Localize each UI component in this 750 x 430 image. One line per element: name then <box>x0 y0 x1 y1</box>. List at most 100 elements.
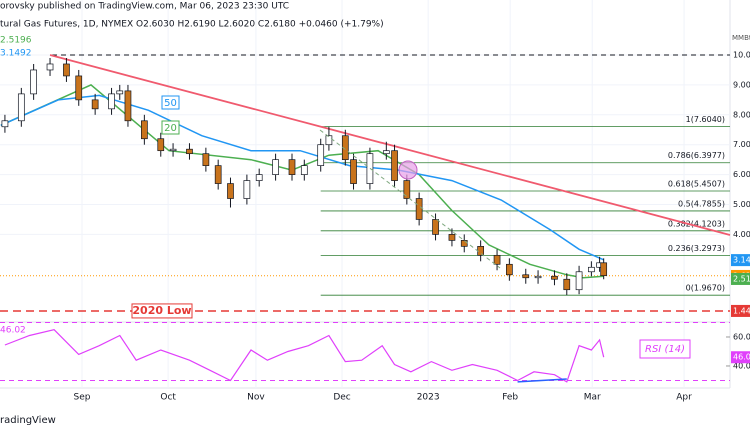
rsi-price-tag <box>731 351 750 364</box>
candle-body <box>186 148 193 155</box>
x-tick-label: Feb <box>502 393 518 403</box>
candle-body <box>448 234 456 241</box>
fib-label: 0.382(4.1203) <box>668 219 725 228</box>
ma50-label: 50 <box>164 98 177 109</box>
candle-body <box>391 150 398 181</box>
ma50-value: 3.1492 <box>0 49 32 59</box>
fib-label: 0.618(5.4507) <box>668 180 725 189</box>
candle-body <box>460 240 468 247</box>
price-tag-label: 1.44 <box>733 306 750 315</box>
rsi-tick-label: 40.00 <box>733 361 750 370</box>
x-tick-label: Sep <box>74 393 91 403</box>
moving-average <box>0 84 604 279</box>
rsi-value: 46.02 <box>0 326 26 336</box>
layer: Sep Oct Nov Dec 2023 Feb Mar Apr 10.00 9.00 8.00 7.… <box>0 0 750 403</box>
candle-body <box>350 159 357 184</box>
candle-body <box>382 150 390 155</box>
x-tick-label: Apr <box>676 393 692 403</box>
candle-body <box>551 275 558 280</box>
candle-body <box>124 90 132 122</box>
rsi-line <box>4 329 605 383</box>
x-tick-label: Dec <box>333 393 350 403</box>
candle-body <box>46 63 54 71</box>
candle-body <box>63 63 70 77</box>
fib-label: 0.786(6.3977) <box>668 151 725 160</box>
support-label: 2020 Low <box>132 304 191 317</box>
header-line: orovsky published on TradingView.com, Ma… <box>0 2 289 12</box>
candle-body <box>534 275 542 279</box>
watermark: radingView <box>0 415 56 426</box>
candle-body <box>169 148 177 152</box>
unit: MMBtu <box>732 34 750 42</box>
y-tick-label: 6.00 <box>733 170 750 179</box>
candle-body <box>415 198 423 220</box>
candle-body <box>243 180 251 199</box>
candle-body <box>227 183 234 199</box>
moving-average <box>0 94 604 261</box>
price-tag <box>731 304 750 317</box>
price-axis <box>730 0 750 388</box>
header-line: tural Gas Futures, 1D, NYMEX O2.6030 H2.… <box>0 20 384 30</box>
candle-body <box>563 278 571 291</box>
rsi-tick-label: 60.00 <box>733 332 750 341</box>
fib-label: 0.236(3.2973) <box>668 244 725 253</box>
trendline <box>49 54 731 236</box>
y-tick-label: 4.00 <box>733 230 750 239</box>
price-tag <box>731 272 750 285</box>
ma20-value: 2.5196 <box>0 36 32 46</box>
candle-body <box>30 69 37 95</box>
x-tick-label: 2023 <box>417 393 440 403</box>
support-tag <box>131 303 193 319</box>
fib-label: 0(1.9670) <box>686 284 725 293</box>
crossover-marker <box>398 160 418 180</box>
fib-label: 0.5(4.7855) <box>678 199 725 208</box>
candle-body <box>1 120 9 128</box>
candle-body <box>116 90 124 95</box>
candle-body <box>317 144 325 166</box>
candle-body <box>506 263 513 276</box>
candle-body <box>432 219 439 235</box>
ma50-tag <box>161 95 180 110</box>
candle-body <box>75 75 83 101</box>
rsi-price-label: 46.02 <box>733 353 750 362</box>
fib-label: 1(7.6040) <box>686 115 725 124</box>
candle-body <box>575 271 583 291</box>
y-tick-label: 9.00 <box>733 80 750 89</box>
candle-body <box>108 93 115 110</box>
y-tick-label: 10.00 <box>733 51 750 60</box>
candle-body <box>17 93 25 122</box>
y-tick-label: 7.00 <box>733 140 750 149</box>
x-tick-label: Mar <box>584 393 601 403</box>
y-tick-label: 5.00 <box>733 200 750 209</box>
rsi-label: RSI (14) <box>645 344 685 355</box>
price-tag-label: 2.51 <box>733 274 750 283</box>
candle-body <box>141 120 148 140</box>
candle-body <box>477 246 485 256</box>
x-tick-label: Nov <box>247 393 265 403</box>
candle-body <box>588 266 595 273</box>
candle-body <box>91 99 99 110</box>
ma20-label: 20 <box>164 123 177 134</box>
candle-body <box>600 262 608 277</box>
candle-body <box>214 165 222 184</box>
price-tag-label: 3.14 <box>733 256 750 265</box>
channel-dash <box>319 129 501 269</box>
candle-body <box>493 254 501 265</box>
candle-body <box>522 274 530 279</box>
price-tag <box>731 254 750 267</box>
y-tick-label: 8.00 <box>733 110 750 119</box>
ma20-tag <box>161 120 180 135</box>
candle-body <box>300 165 308 175</box>
candle-body <box>325 135 333 146</box>
candle-body <box>157 138 165 152</box>
candle-body <box>272 159 279 175</box>
candle-body <box>403 180 411 199</box>
candle-body <box>202 153 210 166</box>
x-tick-label: Oct <box>160 393 176 403</box>
candle-body <box>255 174 263 181</box>
rsi-tag <box>639 339 691 359</box>
rsi-divergence <box>517 378 567 383</box>
candle-body <box>288 159 296 175</box>
